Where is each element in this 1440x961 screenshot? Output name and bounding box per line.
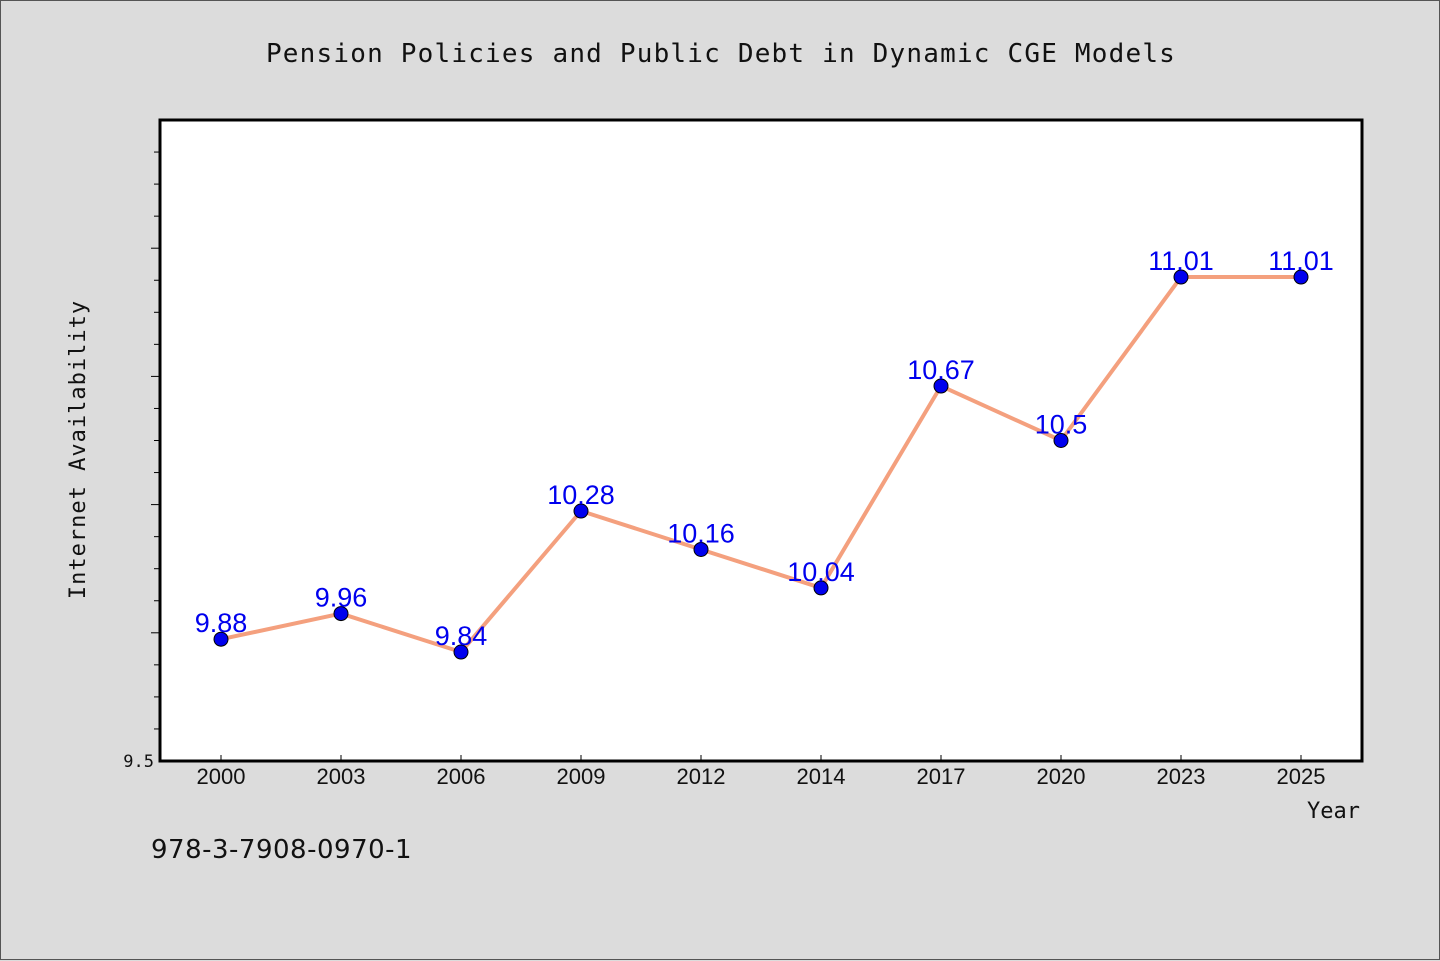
data-point: [453, 644, 469, 660]
y-axis-label: Internet Availability: [66, 300, 91, 599]
x-tick-label: 2014: [797, 764, 846, 789]
plot-area: [158, 118, 1364, 763]
data-label: 9.88: [195, 608, 248, 638]
data-label: 9.84: [435, 621, 488, 651]
x-axis-ticks: 2000 2003 2006 2009 2012 2014 2017 2020 2023 2025: [197, 755, 1326, 789]
data-point: [573, 503, 589, 519]
y-axis-ticks: 9.5: [123, 151, 160, 772]
x-tick-label: 2003: [317, 764, 366, 789]
data-label: 10.04: [787, 557, 855, 587]
data-point: [933, 378, 949, 394]
x-axis-label: Year: [1307, 799, 1360, 824]
x-tick-label: 2023: [1157, 764, 1206, 789]
x-tick-label: 2017: [917, 764, 966, 789]
data-point: [333, 606, 349, 622]
data-point: [1173, 269, 1189, 285]
series-line: [220, 275, 1301, 655]
x-tick-label: 2025: [1277, 764, 1326, 789]
x-tick-label: 2012: [677, 764, 726, 789]
data-point: [813, 580, 829, 596]
data-label: 11.01: [1268, 246, 1334, 276]
data-label: 10.28: [547, 480, 615, 510]
data-point: [1293, 269, 1309, 285]
chart-title: Pension Policies and Public Debt in Dyna…: [266, 39, 1176, 69]
x-tick-label: 2009: [557, 764, 606, 789]
data-label: 10.16: [667, 518, 735, 548]
data-label: 9.96: [315, 583, 368, 613]
data-label: 11.01: [1148, 246, 1214, 276]
data-point: [693, 541, 709, 557]
x-tick-label: 2006: [437, 764, 486, 789]
data-label: 10.5: [1035, 410, 1088, 440]
data-point: [1053, 433, 1069, 448]
x-tick-label: 2000: [197, 764, 246, 789]
isbn-label: 978-3-7908-0970-1: [151, 835, 413, 865]
data-label: 10.67: [907, 355, 975, 385]
data-point: [213, 631, 229, 647]
series-layer: 9.88 9.96 9.84 10.28 10.16 10.04 10.67 10.5 11.0…: [195, 246, 1334, 660]
x-tick-label: 2020: [1037, 764, 1086, 789]
y-tick-label: 9.5: [123, 752, 154, 772]
